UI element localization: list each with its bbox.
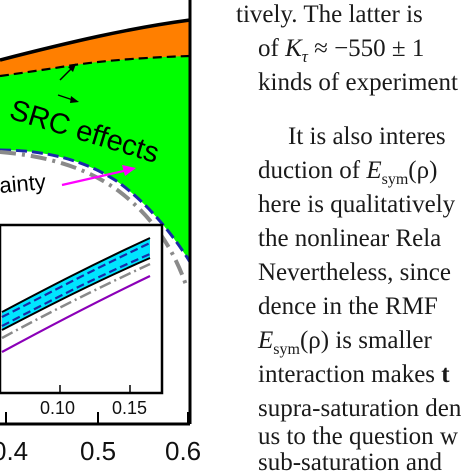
- inset-purple-line: [1, 275, 151, 353]
- text-line-11: interaction makes t: [258, 361, 450, 388]
- black-dashed-curve: [0, 54, 191, 78]
- gray-dashdot-curve: [0, 150, 188, 286]
- inset-tick-label-015: 0.15: [112, 398, 147, 418]
- text-line-1: tively. The latter is: [236, 1, 423, 28]
- text-line-8: Nevertheless, since: [258, 259, 451, 286]
- inset-gray-dashdot: [1, 262, 151, 340]
- inset-tick-label-010: 0.10: [40, 398, 75, 418]
- text-line-9: dence in the RMF: [258, 293, 438, 320]
- inset-plot: 0.10 0.15: [0, 223, 164, 418]
- text-line-3: kinds of experiment: [258, 69, 458, 96]
- main-tick-label-05: 0.5: [80, 436, 116, 466]
- annotation-arrowhead: [68, 64, 76, 72]
- text-line-14: sub-saturation and: [258, 449, 442, 474]
- magenta-arrow-line: [61, 168, 129, 187]
- text-line-2: of Kτ ≈ −550 ± 1: [258, 35, 424, 66]
- black-curve: [0, 18, 191, 62]
- orange-band: [0, 20, 190, 76]
- uncertainty-label: ainty: [0, 169, 47, 198]
- main-tick-label-04: 0.4: [0, 436, 28, 466]
- text-line-6: here is qualitatively: [258, 191, 456, 218]
- main-tick-label-06: 0.6: [165, 436, 201, 466]
- inset-black-upper: [1, 237, 151, 313]
- paper-text-column: tively. The latter is of Kτ ≈ −550 ± 1 k…: [236, 1, 462, 474]
- green-band: [0, 36, 190, 262]
- text-line-4: It is also interes: [288, 123, 446, 150]
- magenta-arrowhead: [122, 165, 136, 176]
- main-plot: SRC effects ainty: [0, 18, 192, 286]
- inset-blue-upper: [1, 242, 151, 318]
- text-line-5: duction of Esym(ρ): [258, 157, 437, 188]
- text-line-10: Esym(ρ) is smaller: [257, 327, 433, 358]
- text-line-13: us to the question w: [258, 423, 458, 450]
- text-line-7: the nonlinear Rela: [258, 225, 441, 252]
- text-line-12: supra-saturation den: [258, 395, 462, 422]
- blue-dashed-curve: [0, 148, 192, 263]
- inset-black-lower: [1, 257, 151, 331]
- inset-blue-lower: [1, 252, 151, 327]
- vector-arrow-head: [70, 96, 79, 103]
